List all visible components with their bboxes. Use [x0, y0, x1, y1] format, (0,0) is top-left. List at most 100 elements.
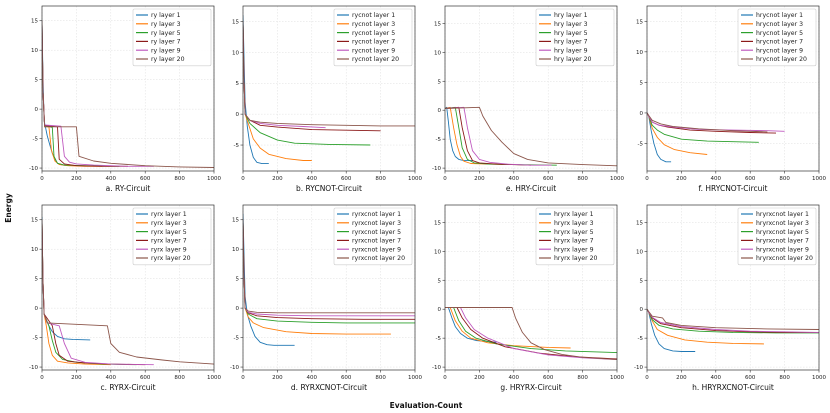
- y-tick-label: -5: [33, 336, 39, 342]
- plot-frame: [646, 5, 820, 172]
- chart-panel-5: 0 200 400 600 800 1000 -10 -5 0 5 10 15 ryrx layer 1…: [29, 204, 221, 392]
- legend-entry: ryrxcnot layer 20: [352, 255, 405, 262]
- x-tick-label: 800: [375, 176, 386, 182]
- legend-entry: hryrx layer 3: [554, 220, 594, 227]
- chart-panel-1: 0 200 400 600 800 1000 -10 -5 0 5 10 15 ry layer 1 ry…: [29, 5, 221, 193]
- y-tick-label: 10: [636, 50, 643, 56]
- legend-entry: ryrxcnot layer 1: [352, 211, 401, 218]
- y-tick-label: -10: [634, 365, 643, 371]
- legend-entry: ry layer 7: [151, 39, 181, 46]
- legend-entry: rycnot layer 7: [352, 39, 395, 46]
- legend-entry: hrycnot layer 5: [756, 30, 803, 37]
- series-group: [42, 216, 214, 366]
- y-tick-label: 5: [640, 278, 644, 284]
- x-tick-label: 400: [509, 176, 520, 182]
- x-tick-label: 200: [71, 176, 82, 182]
- legend-entry: hrycnot layer 3: [756, 21, 803, 28]
- legend-entry: hry layer 9: [554, 47, 588, 54]
- series-line-6: [42, 20, 214, 168]
- legend-entry: hryrx layer 9: [554, 246, 594, 253]
- chart-caption: e. HRY-Circuit: [506, 184, 556, 193]
- x-tick-label: 0: [40, 176, 44, 182]
- y-tick-label: 0: [35, 107, 39, 113]
- y-axis-label: Energy: [4, 193, 13, 223]
- legend-entry: ryrxcnot layer 9: [352, 246, 401, 253]
- legend-entry: hrycnot layer 20: [756, 56, 807, 63]
- legend-entry: hryrxcnot layer 3: [756, 220, 809, 227]
- legend-entry: hry layer 1: [554, 12, 588, 19]
- series-line-4: [42, 219, 146, 366]
- legend-entry: ryrxcnot layer 7: [352, 238, 401, 245]
- series-line-1: [445, 106, 473, 162]
- legend-entry: ryrxcnot layer 5: [352, 229, 401, 236]
- series-line-5: [445, 106, 552, 166]
- x-tick-label: 0: [443, 375, 447, 381]
- plot-frame: [242, 5, 416, 172]
- series-line-5: [243, 21, 326, 129]
- x-tick-label: 600: [140, 176, 151, 182]
- chart-caption: a. RY-Circuit: [106, 184, 151, 193]
- x-tick-label: 400: [711, 176, 722, 182]
- chart-panel-2: 0 200 400 600 800 1000 -5 0 5 10 15 rycnot layer 1 r…: [232, 5, 422, 193]
- y-tick-label: 0: [236, 112, 240, 118]
- legend-entry: ryrx layer 1: [151, 211, 187, 218]
- x-tick-label: 800: [779, 176, 790, 182]
- x-tick-label: 0: [443, 176, 447, 182]
- series-group: [647, 112, 785, 163]
- legend-box: [333, 207, 413, 266]
- series-line-5: [647, 112, 785, 132]
- legend-entry: hry layer 20: [554, 56, 592, 63]
- legend-entry: ryrxcnot layer 3: [352, 220, 401, 227]
- x-tick-label: 200: [272, 375, 283, 381]
- x-tick-label: 1000: [610, 176, 624, 182]
- legend-entry: rycnot layer 9: [352, 47, 395, 54]
- legend-entry: hryrx layer 20: [554, 255, 598, 262]
- series-group: [647, 308, 819, 352]
- x-tick-label: 400: [106, 375, 117, 381]
- series-line-6: [647, 112, 768, 133]
- y-tick-label: 5: [640, 80, 644, 86]
- x-tick-label: 0: [645, 176, 649, 182]
- y-tick-label: 10: [31, 247, 38, 253]
- series-line-2: [445, 307, 571, 349]
- series-line-6: [445, 307, 617, 361]
- x-tick-label: 600: [745, 176, 756, 182]
- x-tick-label: 400: [307, 375, 318, 381]
- y-tick-label: 15: [31, 218, 38, 224]
- series-group: [445, 307, 617, 361]
- series-line-1: [42, 20, 70, 167]
- x-tick-label: 1000: [408, 375, 422, 381]
- series-line-6: [243, 21, 415, 127]
- x-tick-label: 200: [474, 375, 485, 381]
- legend-entry: hry layer 5: [554, 30, 588, 37]
- x-tick-label: 800: [174, 375, 185, 381]
- chart-panel-6: 0 200 400 600 800 1000 -10 -5 0 5 10 15 ryrxcnot lay…: [230, 204, 422, 392]
- x-tick-label: 200: [676, 375, 687, 381]
- series-line-5: [445, 307, 617, 361]
- series-line-5: [647, 308, 819, 333]
- legend-box: [132, 207, 212, 266]
- x-tick-label: 800: [577, 375, 588, 381]
- y-tick-label: -5: [638, 336, 644, 342]
- series-line-3: [445, 307, 617, 354]
- x-tick-label: 400: [711, 375, 722, 381]
- x-tick-label: 800: [375, 375, 386, 381]
- series-line-6: [445, 106, 617, 167]
- chart-panel-3: 0 200 400 600 800 1000 -10 -5 0 5 10 15 hry layer 1 h…: [432, 5, 624, 193]
- y-tick-label: -5: [638, 142, 644, 148]
- x-tick-label: 1000: [207, 176, 221, 182]
- x-tick-label: 600: [745, 375, 756, 381]
- legend-entry: hrycnot layer 7: [756, 39, 803, 46]
- x-tick-label: 600: [543, 375, 554, 381]
- y-tick-label: 15: [636, 19, 643, 25]
- plot-frame: [444, 5, 618, 172]
- plot-frame: [41, 5, 215, 172]
- legend-box: [132, 8, 212, 67]
- legend-entry: rycnot layer 3: [352, 21, 395, 28]
- y-tick-label: -5: [234, 143, 240, 149]
- legend-entry: hryrxcnot layer 1: [756, 211, 809, 218]
- x-tick-label: 200: [676, 176, 687, 182]
- x-axis-label: Evaluation-Count: [390, 401, 463, 410]
- legend-entry: hry layer 3: [554, 21, 588, 28]
- legend-box: [535, 8, 615, 67]
